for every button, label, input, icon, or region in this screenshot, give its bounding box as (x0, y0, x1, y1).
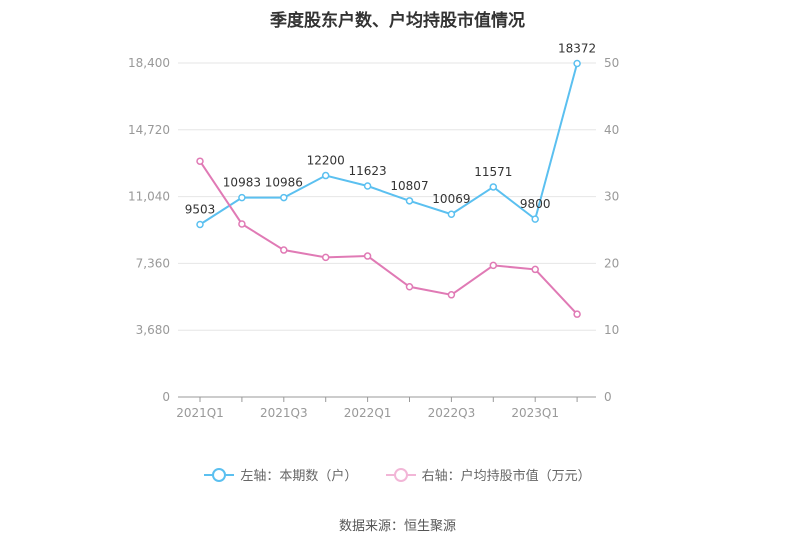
x-axis-tick-label: 2023Q1 (511, 406, 559, 420)
series-line-holders (199, 63, 579, 226)
right-axis-tick-label: 0 (604, 390, 612, 404)
data-label: 9503 (185, 202, 216, 216)
data-point (405, 283, 414, 291)
data-point (280, 193, 288, 202)
data-label: 9800 (520, 197, 551, 211)
x-axis-tick-label: 2022Q3 (428, 406, 476, 420)
data-point (489, 183, 498, 191)
data-label: 11623 (349, 164, 387, 178)
data-point (405, 197, 414, 205)
left-axis-tick-label: 18,400 (128, 56, 170, 70)
data-point (447, 291, 456, 299)
data-point (447, 210, 456, 218)
data-label: 10983 (223, 176, 261, 190)
data-label: 10069 (432, 192, 470, 206)
source-note: 数据来源：恒生聚源 (338, 519, 456, 534)
data-point (280, 246, 288, 254)
legend-item-right-series[interactable]: 右轴：户均持股市值（万元） (385, 465, 591, 484)
series-lines (196, 59, 581, 318)
left-axis-tick-label: 7,360 (136, 256, 170, 270)
right-axis-tick-label: 50 (604, 56, 619, 70)
data-point (573, 310, 581, 318)
legend-item-left-series[interactable]: 左轴：本期数（户） (204, 465, 357, 484)
left-axis-tick-label: 0 (162, 390, 170, 404)
data-label: 10807 (390, 179, 428, 193)
legend: 左轴：本期数（户） 右轴：户均持股市值（万元） (0, 465, 795, 486)
series-line-avg-value (199, 160, 578, 315)
x-axis-tick-label: 2022Q1 (344, 406, 392, 420)
data-point (238, 220, 246, 228)
data-point (196, 220, 204, 229)
left-axis-tick-label: 11,040 (128, 190, 170, 204)
data-point (531, 215, 539, 223)
data-point (573, 59, 581, 68)
right-axis-tick-label: 30 (604, 190, 619, 204)
data-point (531, 265, 539, 274)
data-label: 18372 (558, 42, 596, 56)
data-label: 12200 (307, 154, 345, 168)
data-label: 10986 (265, 176, 303, 190)
left-axis-tick-label: 14,720 (128, 123, 170, 137)
data-point (363, 182, 372, 190)
data-point (321, 253, 330, 262)
x-axis-tick-label: 2021Q1 (176, 406, 224, 420)
legend-label-right-series: 右轴：户均持股市值（万元） (421, 469, 591, 484)
legend-marker-pink-icon (385, 467, 416, 482)
left-axis-tick-label: 3,680 (136, 323, 170, 337)
chart-title: 季度股东户数、户均持股市值情况 (270, 11, 525, 31)
grid-lines (178, 62, 596, 331)
data-point (321, 171, 330, 180)
legend-label-left-series: 左轴：本期数（户） (240, 469, 358, 484)
data-point (238, 193, 246, 202)
axes: 0 3,680 7,360 11,040 14,720 18,400 0 10 20 30 40 50… (128, 56, 619, 420)
legend-marker-blue-icon (204, 467, 235, 482)
data-point (363, 252, 372, 260)
data-label: 11571 (474, 165, 512, 179)
data-point (489, 261, 498, 270)
right-axis-tick-label: 40 (604, 123, 619, 137)
x-axis-tick-label: 2021Q3 (260, 406, 308, 420)
right-axis-tick-label: 20 (604, 256, 619, 270)
right-axis-tick-label: 10 (604, 323, 619, 337)
data-point (196, 157, 204, 165)
